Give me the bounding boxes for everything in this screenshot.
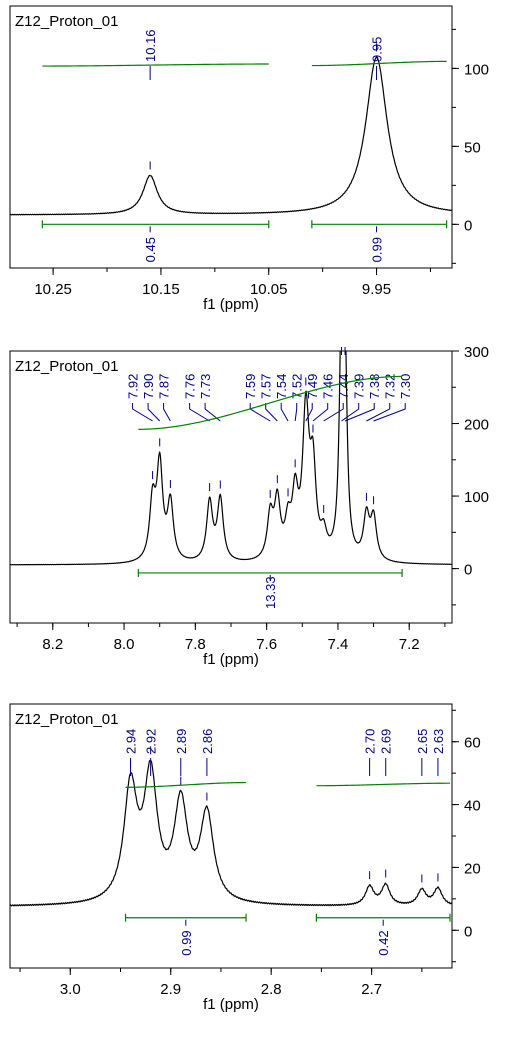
- spectrum-panel-aldehyde: Z12_Proton_01 10.25 10.15 10.05 9.95 f1 (ppm)…: [0, 0, 506, 338]
- spectrum-panel-aliphatic: Z12_Proton_01 3.0 2.9 2.8 2.7 f1 (ppm) 0 20 40 60…: [0, 698, 506, 1034]
- chart-title: Z12_Proton_01: [15, 711, 118, 728]
- x-tick-label: 8.2: [42, 636, 63, 653]
- integral-curve: [311, 60, 447, 67]
- y-tick-label: 0: [464, 562, 472, 579]
- peak-label: 10.16: [143, 29, 158, 62]
- integral-curve: [125, 781, 247, 788]
- integral-curve: [316, 782, 450, 787]
- spectrum-panel-aromatic: Z12_Proton_01 8.2 8.0 7.8 7.6 7.4 7.2 f1 (ppm) 0…: [0, 344, 506, 690]
- chart-title: Z12_Proton_01: [15, 13, 118, 30]
- peak-label: 7.44: [336, 374, 351, 399]
- peak-label-leader: [147, 403, 161, 422]
- integral-curve: [42, 63, 269, 67]
- y-tick-label: 20: [464, 860, 481, 877]
- peak-label-leader: [341, 403, 360, 422]
- peak-label: 7.76: [183, 374, 198, 399]
- y-tick-label: 0: [464, 923, 472, 940]
- y-tick-label: 300: [464, 345, 489, 361]
- peak-label-leader: [312, 403, 329, 422]
- peak-label: 7.73: [198, 374, 213, 399]
- peak-label: 7.39: [352, 374, 367, 399]
- y-tick-label: 100: [464, 61, 489, 78]
- y-tick-label: 200: [464, 417, 489, 434]
- peak-label-leader: [204, 403, 221, 422]
- peak-label-leader: [280, 403, 289, 422]
- peak-label: 2.65: [415, 729, 430, 754]
- x-tick-label: 10.15: [142, 281, 180, 298]
- x-tick-label: 2.7: [361, 981, 382, 998]
- peak-label-leader: [265, 403, 278, 422]
- peak-label: 7.49: [305, 374, 320, 399]
- chart-title: Z12_Proton_01: [15, 358, 118, 375]
- x-tick-label: 10.05: [250, 281, 288, 298]
- peak-label-leader: [294, 403, 298, 422]
- y-tick-label: 0: [464, 217, 472, 234]
- peak-label: 7.59: [243, 374, 258, 399]
- peak-label: 7.54: [274, 374, 289, 399]
- peak-label-leader: [344, 403, 375, 422]
- plot-frame: [9, 703, 453, 969]
- peak-label: 7.52: [290, 374, 305, 399]
- peak-label-leader: [132, 403, 153, 422]
- plot-frame: [9, 5, 453, 269]
- x-tick-label: 7.8: [185, 636, 206, 653]
- nmr-spectrum-chart: Z12_Proton_01 8.2 8.0 7.8 7.6 7.4 7.2 f1 (ppm) 0…: [9, 344, 489, 668]
- peak-label: 7.57: [259, 374, 274, 399]
- nmr-spectrum-chart: Z12_Proton_01 10.25 10.15 10.05 9.95 f1 (ppm)…: [9, 5, 489, 313]
- integral-value: 0.45: [143, 237, 158, 262]
- x-tick-label: 9.95: [362, 281, 391, 298]
- x-tick-label: 2.8: [261, 981, 282, 998]
- y-tick-label: 50: [464, 139, 481, 156]
- x-tick-label: 8.0: [114, 636, 135, 653]
- peak-label-leader: [323, 403, 344, 422]
- x-tick-label: 2.9: [160, 981, 181, 998]
- x-axis-label: f1 (ppm): [203, 996, 259, 1013]
- x-tick-label: 7.6: [256, 636, 277, 653]
- peak-label: 2.89: [174, 729, 189, 754]
- peak-label-leader: [373, 403, 406, 422]
- x-tick-label: 10.25: [34, 281, 72, 298]
- nmr-spectrum-chart: Z12_Proton_01 3.0 2.9 2.8 2.7 f1 (ppm) 0 20 40 60…: [9, 703, 481, 1013]
- peak-label: 2.86: [200, 729, 215, 754]
- peak-label: 9.95: [370, 37, 385, 62]
- y-tick-label: 100: [464, 489, 489, 506]
- x-axis-label: f1 (ppm): [203, 296, 259, 313]
- peak-label: 7.90: [141, 374, 156, 399]
- y-tick-label: 60: [464, 735, 481, 752]
- x-tick-label: 7.4: [328, 636, 349, 653]
- peak-label-leader: [366, 403, 391, 422]
- spectrum-line: [10, 351, 452, 566]
- peak-label: 7.87: [157, 374, 172, 399]
- peak-label: 2.63: [431, 729, 446, 754]
- plot-frame: [9, 350, 453, 624]
- y-tick-label: 40: [464, 798, 481, 815]
- spectrum-line: [10, 759, 452, 907]
- peak-label: 2.92: [144, 729, 159, 754]
- peak-label: 2.69: [379, 729, 394, 754]
- x-tick-label: 3.0: [60, 981, 81, 998]
- peak-label: 7.92: [126, 374, 141, 399]
- peak-label: 7.32: [383, 374, 398, 399]
- integral-curve: [138, 375, 403, 430]
- peak-label: 2.70: [363, 729, 378, 754]
- integral-value: 0.42: [376, 930, 391, 955]
- peak-label-leader: [305, 403, 313, 422]
- x-axis-label: f1 (ppm): [203, 651, 259, 668]
- peak-label: 7.38: [367, 374, 382, 399]
- peak-label: 7.30: [398, 374, 413, 399]
- spectrum-line: [10, 56, 452, 216]
- peak-label-leader: [163, 403, 171, 422]
- integral-value: 0.99: [179, 930, 194, 955]
- integral-value: 0.99: [370, 237, 385, 262]
- integral-value: 13.33: [263, 576, 278, 609]
- x-tick-label: 7.2: [399, 636, 420, 653]
- peak-label-leader: [189, 403, 210, 422]
- peak-label: 2.94: [124, 729, 139, 754]
